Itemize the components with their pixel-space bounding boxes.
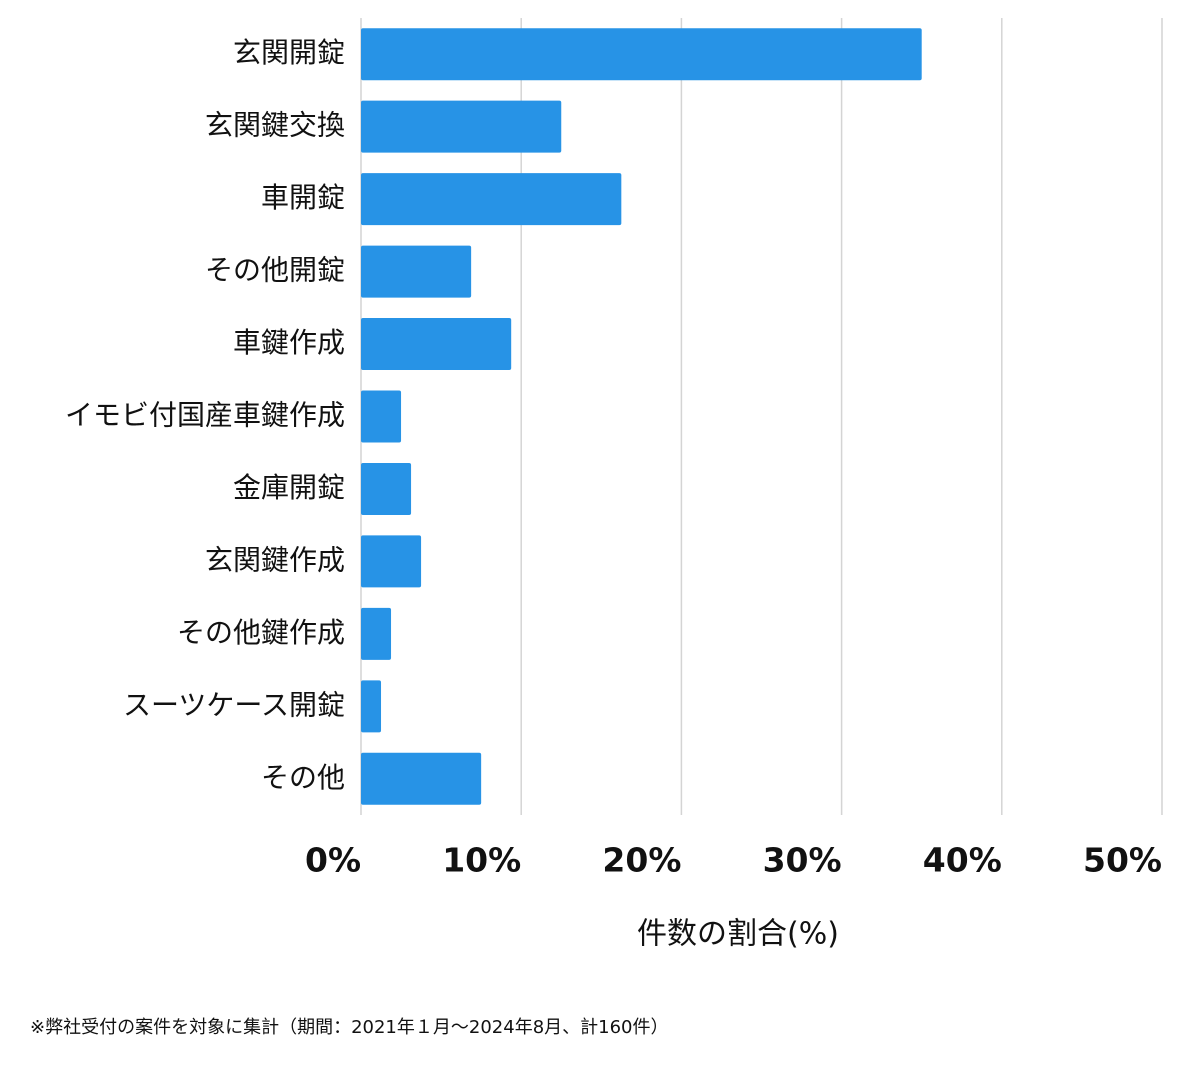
y-tick-label: 玄関鍵作成 (205, 543, 345, 576)
footnote: ※弊社受付の案件を対象に集計（期間：2021年１月〜2024年8月、計160件） (30, 1017, 669, 1038)
bar (361, 28, 922, 81)
x-tick-label: 50% (1083, 841, 1162, 880)
x-axis-label: 件数の割合(%) (637, 917, 839, 952)
x-tick-label: 30% (763, 841, 842, 880)
bar (361, 100, 562, 153)
bar (361, 462, 412, 515)
bar (361, 680, 382, 733)
bar (361, 607, 392, 660)
x-tick-label: 40% (923, 841, 1002, 880)
y-tick-label: 玄関鍵交換 (205, 109, 345, 142)
x-tick-label: 20% (602, 841, 681, 880)
y-tick-label: 車開錠 (261, 181, 345, 214)
bar (361, 390, 402, 443)
x-tick-label: 0% (305, 841, 361, 880)
x-tick-label: 10% (442, 841, 521, 880)
bar (361, 245, 472, 298)
y-tick-label: 金庫開錠 (233, 471, 345, 504)
y-tick-label: イモビ付国産車鍵作成 (65, 399, 345, 432)
y-tick-label: 玄関開錠 (233, 36, 345, 69)
y-tick-label: その他開錠 (205, 254, 345, 287)
bar (361, 535, 422, 588)
y-tick-label: その他鍵作成 (177, 616, 345, 649)
y-tick-label: その他 (261, 761, 345, 794)
bar (361, 173, 622, 226)
y-tick-label: 車鍵作成 (233, 326, 345, 359)
bar (361, 318, 512, 371)
y-tick-label: スーツケース開錠 (123, 688, 345, 721)
bar (361, 752, 482, 805)
